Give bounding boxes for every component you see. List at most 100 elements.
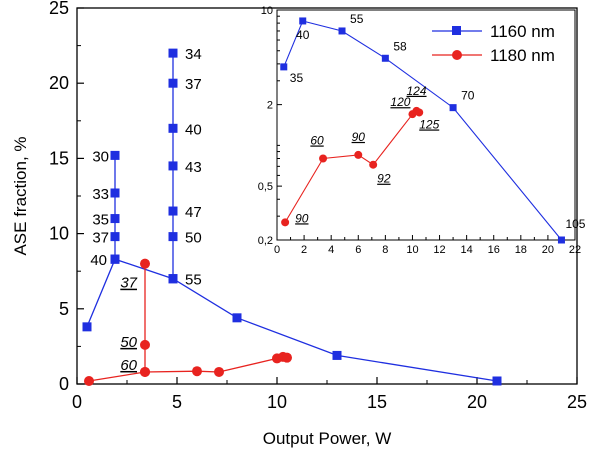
inset-point-label-1160: 70 (461, 89, 475, 103)
inset-x-tick-label: 10 (406, 244, 418, 256)
inset-point-label-1160: 55 (350, 12, 364, 26)
data-point-1160-nm (168, 123, 178, 133)
data-point-1160-nm (332, 350, 342, 360)
inset-data-point-1160-nm (557, 236, 565, 244)
inset-plot: 0 2 4 6 8 10 12 14 16 18 20 22 0,2 0,5 2 10 35 40 55 58 70 1… (258, 5, 586, 256)
point-label-1160: 33 (92, 186, 109, 203)
inset-y-tick-label: 10 (261, 5, 273, 17)
inset-data-point-1160-nm (338, 27, 346, 35)
data-point-1180-nm (140, 258, 150, 269)
inset-point-label-1160: 35 (290, 71, 304, 85)
inset-frame (276, 9, 576, 241)
data-point-1160-nm (110, 232, 120, 242)
data-point-1160-nm (168, 78, 178, 88)
y-tick-label: 15 (49, 148, 69, 168)
inset-point-label-1180: 90 (352, 130, 366, 144)
point-label-1160: 40 (185, 121, 202, 138)
series-line-1160-nm (86, 258, 498, 382)
inset-point-label-1160: 58 (393, 39, 407, 53)
inset-data-point-1160-nm (381, 54, 389, 62)
y-tick-label: 5 (59, 299, 69, 319)
series-line-1180-nm (88, 356, 288, 382)
data-point-1160-nm (232, 313, 242, 323)
inset-data-point-1180-nm (354, 150, 363, 159)
inset-y-tick-label: 2 (267, 100, 273, 112)
data-point-1180-nm (214, 366, 224, 377)
data-point-1160-nm (168, 274, 178, 284)
inset-series-line-1160-nm (283, 20, 562, 241)
x-tick-label: 0 (72, 392, 82, 412)
inset-x-tick-label: 18 (515, 244, 527, 256)
inset-y-tick-label: 0,2 (258, 235, 273, 247)
inset-y-tick-label: 0,5 (258, 181, 273, 193)
x-tick-label: 10 (267, 392, 287, 412)
y-tick-label: 25 (49, 0, 69, 18)
point-label-1180: 37 (120, 275, 137, 292)
inset-data-point-1180-nm (319, 154, 328, 163)
point-label-1180: 50 (120, 334, 137, 351)
inset-data-point-1160-nm (449, 104, 457, 112)
inset-x-tick-label: 14 (461, 244, 473, 256)
legend-marker-1180 (452, 50, 462, 60)
point-label-1160: 37 (92, 230, 109, 247)
data-point-1180-nm (140, 339, 150, 350)
point-label-1160: 37 (185, 76, 202, 93)
data-point-1160-nm (168, 232, 178, 242)
data-point-1160-nm (110, 214, 120, 224)
legend-label-1180: 1180 nm (490, 46, 555, 65)
main-series-layer (82, 48, 502, 386)
point-label-1160: 34 (185, 46, 202, 63)
legend-label-1160: 1160 nm (490, 22, 555, 41)
point-label-1160: 35 (92, 212, 109, 229)
point-label-1180: 60 (120, 357, 137, 374)
inset-x-tick-label: 8 (382, 244, 388, 256)
data-point-1180-nm (84, 375, 94, 386)
data-point-1160-nm (110, 150, 120, 160)
inset-point-label-1180: 60 (310, 133, 324, 147)
data-point-1160-nm (110, 188, 120, 198)
y-axis-title: ASE fraction, % (11, 136, 30, 255)
inset-x-tick-label: 4 (328, 244, 334, 256)
y-tick-label: 10 (49, 224, 69, 244)
point-label-1160: 30 (92, 148, 109, 165)
data-point-1160-nm (168, 161, 178, 171)
inset-point-label-1180: 92 (377, 172, 391, 186)
x-axis-title: Output Power, W (263, 429, 392, 448)
inset-point-label-1180: 120 (390, 95, 410, 109)
data-point-1160-nm (110, 254, 120, 264)
inset-x-tick-label: 0 (274, 244, 280, 256)
inset-axis-ticks: 0 2 4 6 8 10 12 14 16 18 20 22 0,2 0,5 2 10 (258, 5, 581, 256)
inset-data-point-1160-nm (299, 17, 307, 25)
inset-data-point-1180-nm (415, 108, 424, 117)
inset-x-tick-label: 2 (301, 244, 307, 256)
data-point-1160-nm (168, 206, 178, 216)
point-label-1160: 50 (185, 230, 202, 247)
data-point-1180-nm (140, 366, 150, 377)
inset-x-tick-label: 20 (542, 244, 554, 256)
inset-x-tick-label: 16 (488, 244, 500, 256)
point-label-1160: 40 (90, 252, 107, 269)
y-tick-label: 20 (49, 73, 69, 93)
x-tick-label: 15 (367, 392, 387, 412)
inset-data-point-1160-nm (280, 63, 288, 71)
inset-data-point-1180-nm (281, 218, 290, 227)
point-label-1160: 47 (185, 204, 202, 221)
y-tick-label: 0 (59, 374, 69, 394)
legend: 1160 nm 1180 nm (432, 22, 555, 65)
inset-point-label-1180: 90 (295, 211, 309, 225)
inset-point-label-1160: 105 (565, 217, 585, 231)
x-tick-label: 25 (567, 392, 587, 412)
legend-marker-1160 (452, 26, 461, 35)
inset-x-tick-label: 6 (355, 244, 361, 256)
x-tick-label: 20 (467, 392, 487, 412)
x-tick-label: 5 (172, 392, 182, 412)
inset-point-label-1160: 40 (296, 28, 310, 42)
data-point-1160-nm (168, 48, 178, 58)
inset-x-tick-label: 12 (433, 244, 445, 256)
data-point-1160-nm (82, 322, 92, 332)
data-point-1160-nm (492, 376, 502, 386)
inset-point-label-1180: 124 (407, 84, 427, 98)
